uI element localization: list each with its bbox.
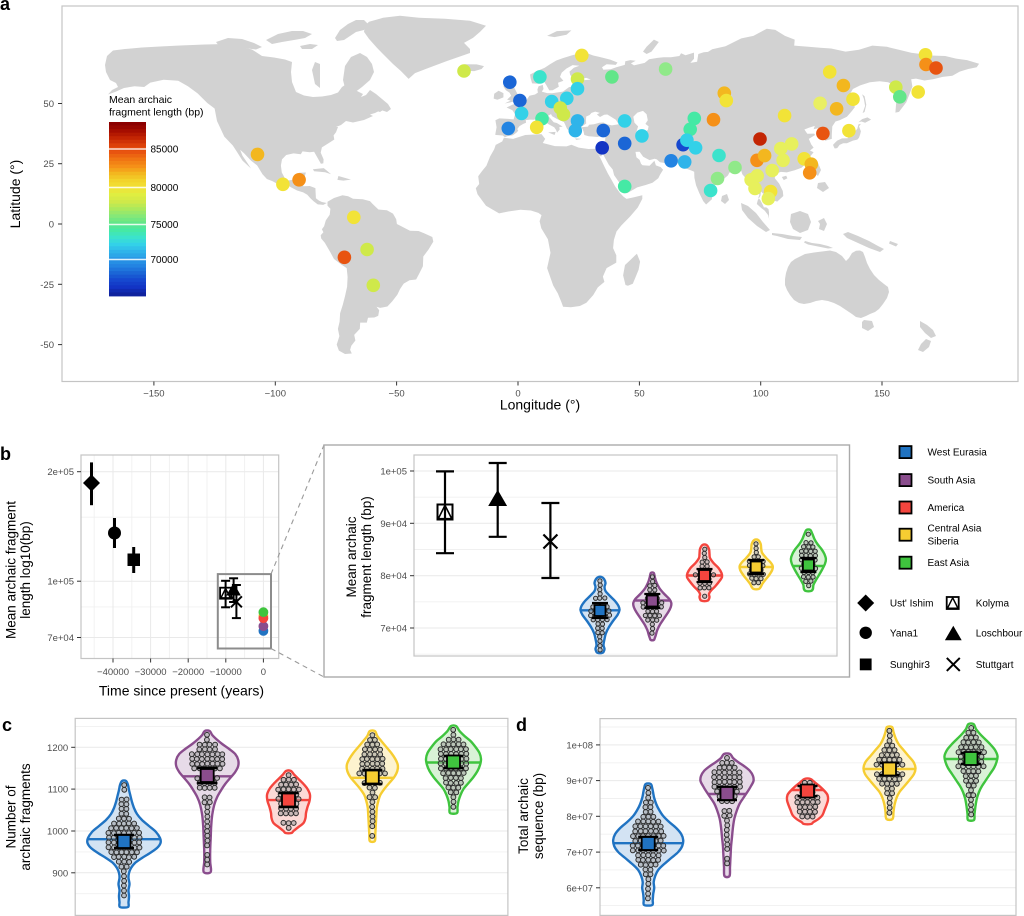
svg-text:75000: 75000 bbox=[151, 220, 179, 231]
svg-text:Mean archaic: Mean archaic bbox=[109, 94, 172, 106]
svg-text:Loschbour: Loschbour bbox=[976, 628, 1023, 639]
svg-text:6e+07: 6e+07 bbox=[566, 883, 593, 894]
svg-text:Siberia: Siberia bbox=[928, 537, 960, 548]
svg-text:Mean archaic: Mean archaic bbox=[344, 516, 359, 597]
svg-text:1e+08: 1e+08 bbox=[566, 740, 593, 751]
svg-text:Yana1: Yana1 bbox=[890, 628, 919, 639]
svg-text:9e+07: 9e+07 bbox=[566, 776, 593, 787]
svg-text:−150: −150 bbox=[143, 389, 164, 400]
svg-text:−20000: −20000 bbox=[172, 667, 204, 678]
svg-text:Time since present (years): Time since present (years) bbox=[99, 683, 264, 699]
svg-text:length log10(bp): length log10(bp) bbox=[18, 521, 33, 619]
svg-text:b: b bbox=[0, 444, 11, 464]
svg-text:1e+05: 1e+05 bbox=[47, 577, 74, 588]
svg-text:8e+04: 8e+04 bbox=[380, 571, 407, 582]
svg-text:Central Asia: Central Asia bbox=[928, 524, 982, 535]
svg-text:85000: 85000 bbox=[151, 145, 179, 156]
svg-text:c: c bbox=[2, 715, 12, 735]
svg-text:9e+04: 9e+04 bbox=[380, 519, 407, 530]
svg-text:1e+05: 1e+05 bbox=[380, 467, 407, 478]
svg-text:900: 900 bbox=[52, 868, 68, 879]
svg-text:1100: 1100 bbox=[48, 785, 68, 796]
svg-text:7e+04: 7e+04 bbox=[47, 633, 74, 644]
svg-text:150: 150 bbox=[874, 389, 890, 400]
svg-text:−10000: −10000 bbox=[210, 667, 242, 678]
svg-text:sequence (bp): sequence (bp) bbox=[531, 773, 546, 859]
svg-text:Total archaic: Total archaic bbox=[516, 778, 531, 854]
svg-text:Ust' Ishim: Ust' Ishim bbox=[890, 599, 934, 610]
svg-text:fragment length (bp): fragment length (bp) bbox=[109, 107, 204, 119]
svg-text:Sunghir3: Sunghir3 bbox=[890, 660, 930, 671]
svg-text:0: 0 bbox=[515, 389, 520, 400]
svg-text:8e+07: 8e+07 bbox=[566, 812, 593, 823]
svg-text:-25: -25 bbox=[40, 280, 54, 291]
svg-text:−50: −50 bbox=[389, 389, 405, 400]
svg-text:−100: −100 bbox=[265, 389, 286, 400]
svg-text:50: 50 bbox=[43, 99, 54, 110]
svg-text:80000: 80000 bbox=[151, 183, 179, 194]
svg-text:50: 50 bbox=[634, 389, 645, 400]
svg-text:Latitude (°): Latitude (°) bbox=[7, 160, 23, 229]
svg-text:archaic fragments: archaic fragments bbox=[18, 763, 33, 871]
svg-text:1000: 1000 bbox=[47, 827, 68, 838]
svg-text:25: 25 bbox=[43, 159, 54, 170]
svg-text:1200: 1200 bbox=[47, 743, 68, 754]
svg-text:70000: 70000 bbox=[151, 255, 179, 266]
svg-text:d: d bbox=[516, 715, 527, 735]
svg-text:Stuttgart: Stuttgart bbox=[976, 660, 1014, 671]
svg-text:7e+04: 7e+04 bbox=[380, 624, 407, 635]
svg-text:Number of: Number of bbox=[4, 785, 19, 848]
svg-text:0: 0 bbox=[49, 220, 54, 231]
svg-text:East Asia: East Asia bbox=[928, 558, 970, 569]
svg-text:Mean archaic fragment: Mean archaic fragment bbox=[4, 501, 19, 639]
svg-text:America: America bbox=[928, 503, 965, 514]
svg-text:fragment length (bp): fragment length (bp) bbox=[359, 496, 374, 618]
svg-text:−40000: −40000 bbox=[97, 667, 129, 678]
svg-text:100: 100 bbox=[753, 389, 769, 400]
svg-text:0: 0 bbox=[261, 667, 266, 678]
svg-text:7e+07: 7e+07 bbox=[566, 848, 593, 859]
svg-text:Longitude (°): Longitude (°) bbox=[500, 397, 580, 413]
svg-text:a: a bbox=[0, 0, 11, 14]
svg-text:-50: -50 bbox=[40, 340, 54, 351]
svg-text:Kolyma: Kolyma bbox=[976, 599, 1010, 610]
svg-text:West Eurasia: West Eurasia bbox=[928, 448, 988, 459]
svg-text:South Asia: South Asia bbox=[928, 476, 976, 487]
svg-text:−30000: −30000 bbox=[135, 667, 167, 678]
svg-text:2e+05: 2e+05 bbox=[47, 467, 74, 478]
